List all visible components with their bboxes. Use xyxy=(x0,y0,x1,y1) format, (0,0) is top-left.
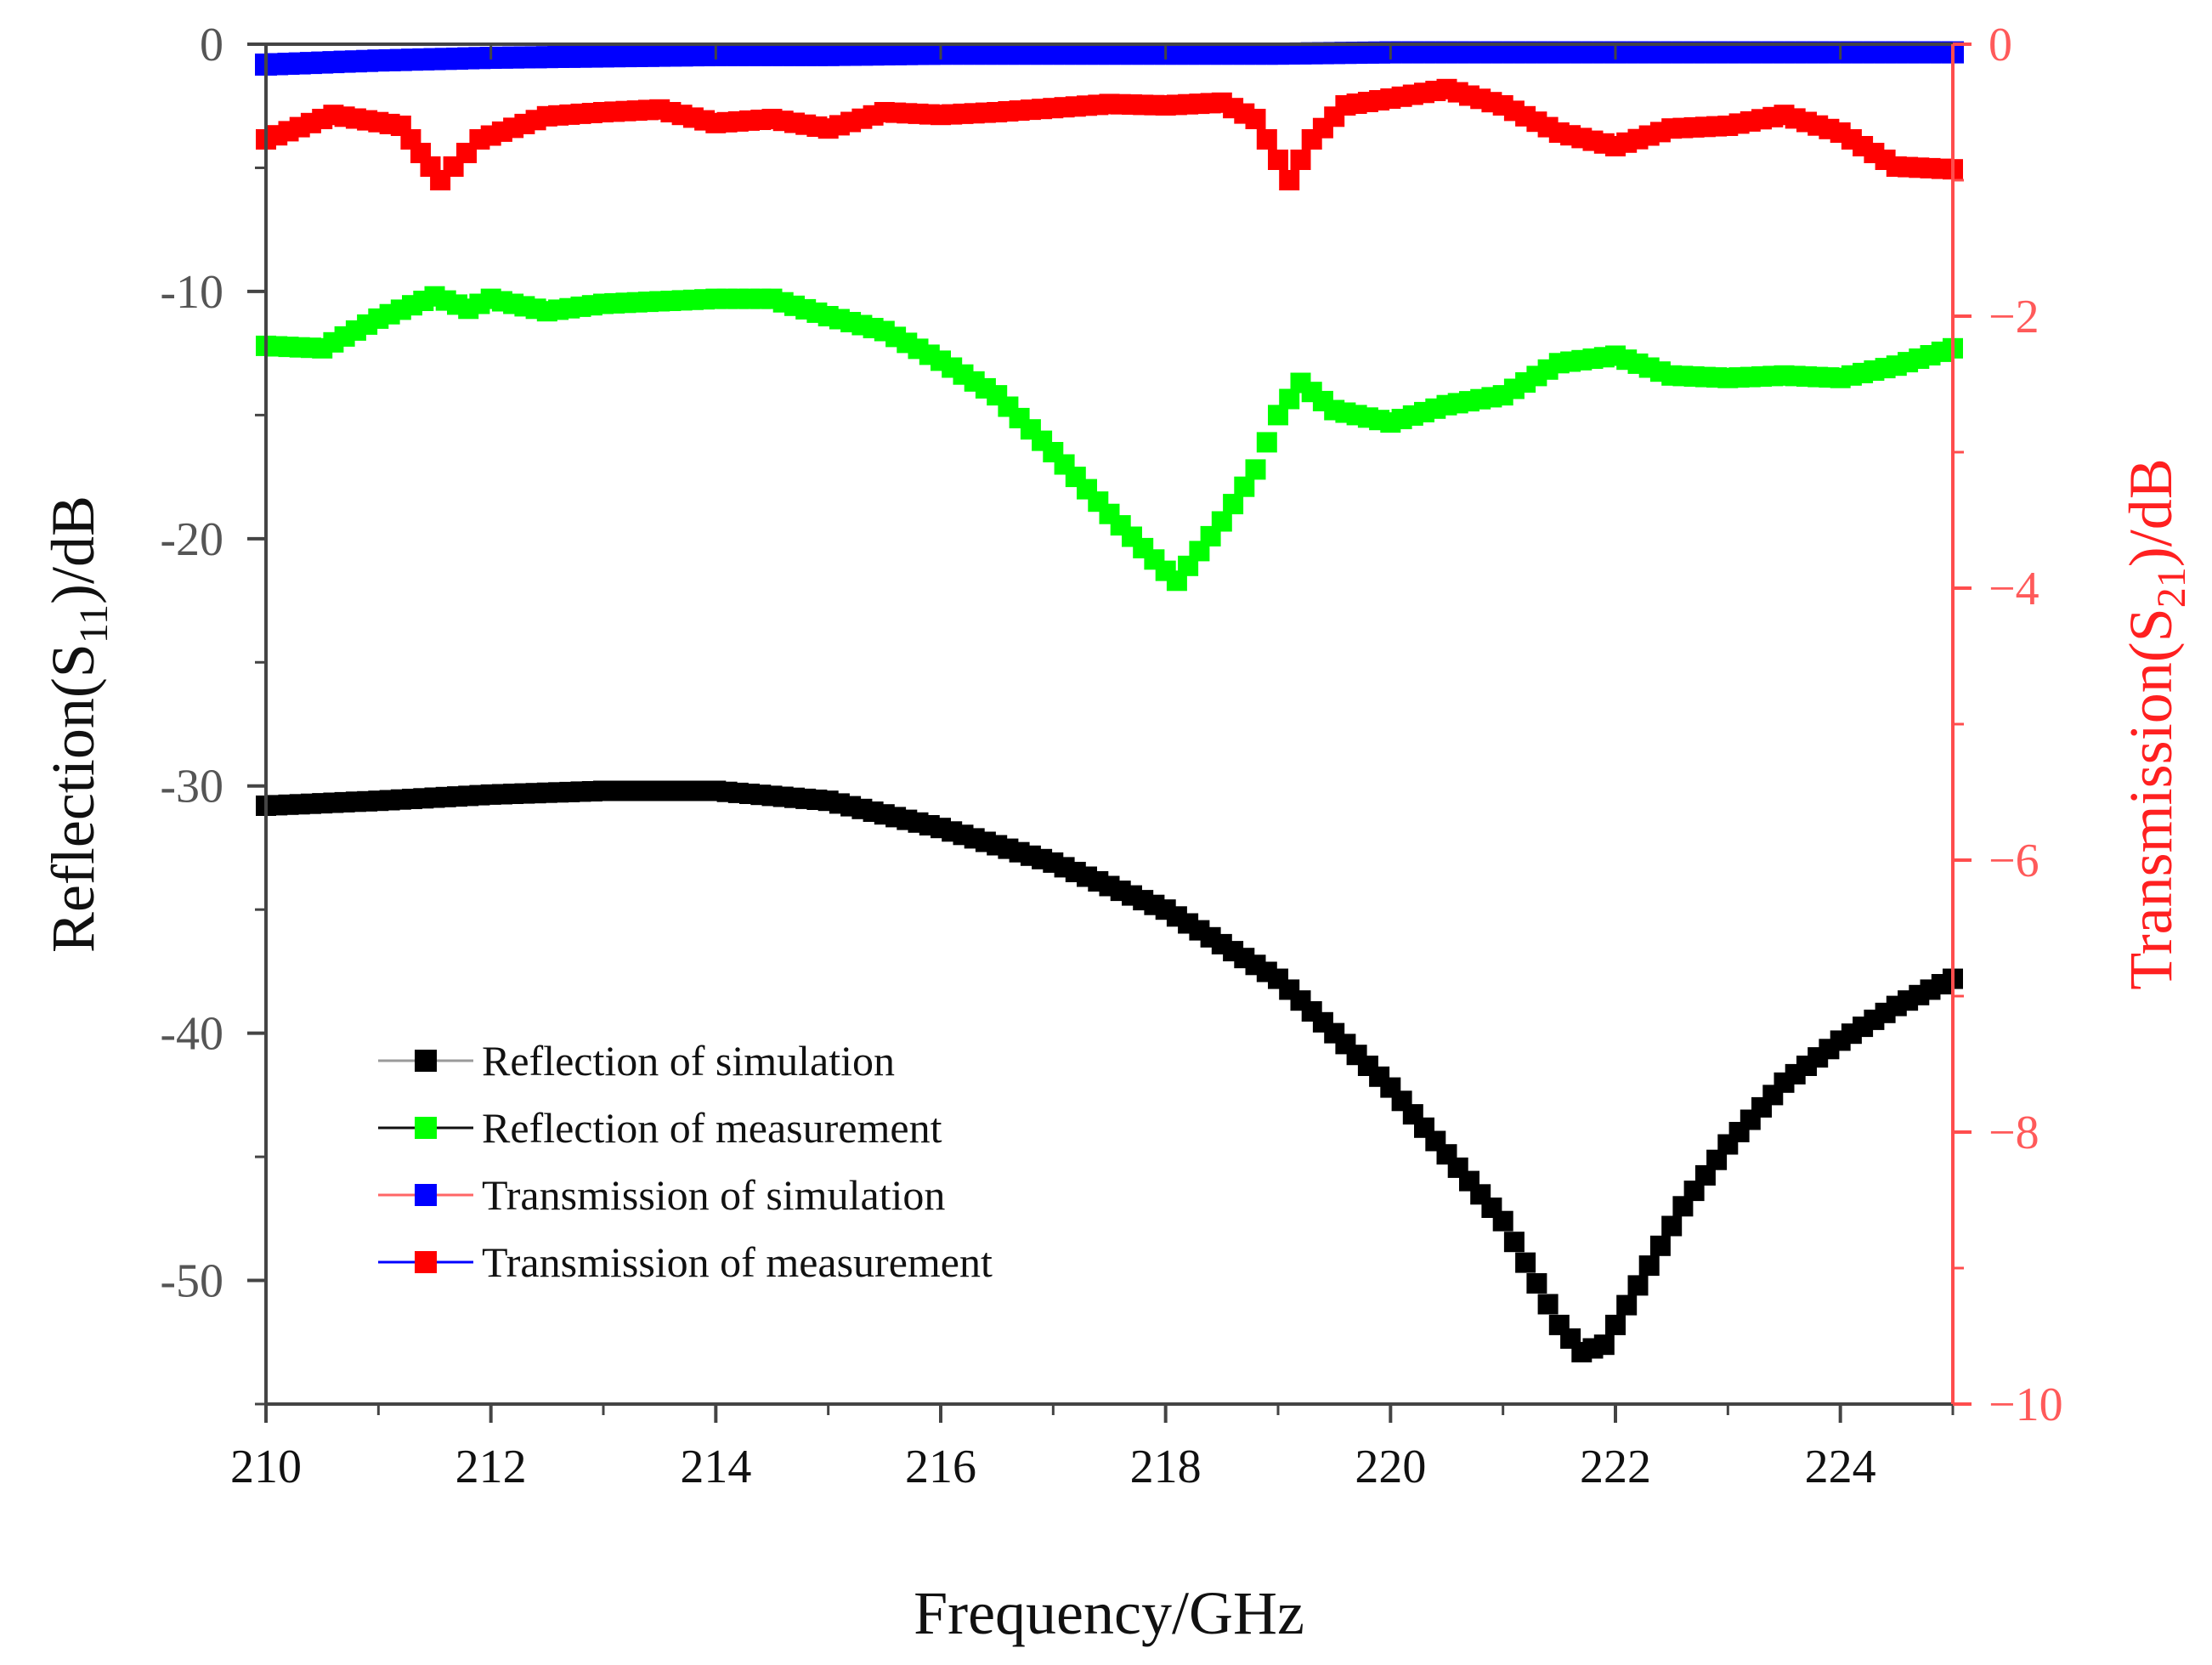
legend-item: Reflection of measurement xyxy=(378,1104,942,1152)
x-tick-label: 220 xyxy=(1355,1441,1426,1493)
data-marker xyxy=(1234,476,1255,497)
y-right-title-suffix: )/dB xyxy=(2117,458,2185,567)
data-marker xyxy=(1661,1215,1683,1237)
y-left-tick-label: -50 xyxy=(160,1255,223,1308)
legend-item: Reflection of simulation xyxy=(378,1037,895,1085)
data-marker xyxy=(1616,1294,1638,1316)
legend-marker xyxy=(415,1050,437,1072)
x-tick-label: 224 xyxy=(1805,1441,1876,1493)
y-right-tick-label: −4 xyxy=(1989,563,2039,615)
data-marker xyxy=(1638,1255,1660,1277)
legend-marker xyxy=(415,1117,437,1139)
y-left-tick-label: 0 xyxy=(200,19,223,71)
data-marker xyxy=(1537,1294,1559,1315)
legend-item: Transmission of simulation xyxy=(378,1171,945,1219)
y-left-tick-label: -30 xyxy=(160,761,223,813)
x-tick-label: 218 xyxy=(1130,1441,1202,1493)
y-axis-title-left: Reflection(S11)/dB xyxy=(39,496,116,953)
series-reflection-of-simulation xyxy=(256,780,1963,1362)
series-transmission-of-measurement xyxy=(256,78,1963,190)
data-marker xyxy=(1649,1235,1671,1256)
y-right-title-prefix: Transmission(S xyxy=(2117,608,2185,989)
legend-label: Transmission of measurement xyxy=(482,1238,993,1286)
data-marker xyxy=(1256,432,1277,453)
y-left-title-sub: 11 xyxy=(71,604,116,643)
x-axis-title: Frequency/GHz xyxy=(914,1579,1304,1647)
legend-item: Transmission of measurement xyxy=(378,1238,993,1286)
x-tick-label: 222 xyxy=(1580,1441,1651,1493)
y-left-title-suffix: )/dB xyxy=(39,496,107,604)
data-marker xyxy=(1526,1273,1547,1294)
data-marker xyxy=(1223,494,1244,515)
y-left-tick-label: -40 xyxy=(160,1008,223,1061)
series-transmission-of-simulation xyxy=(255,41,1964,76)
y-right-tick-label: 0 xyxy=(1989,19,2012,71)
y-right-tick-label: −8 xyxy=(1989,1107,2039,1159)
legend-label: Reflection of simulation xyxy=(482,1037,895,1085)
y-left-tick-label: -20 xyxy=(160,513,223,566)
y-right-tick-label: −2 xyxy=(1989,291,2039,343)
data-marker xyxy=(1605,1314,1626,1335)
data-marker xyxy=(1268,150,1288,170)
data-marker xyxy=(1256,129,1277,150)
data-marker xyxy=(1593,1334,1615,1356)
y-right-tick-label: −10 xyxy=(1989,1379,2063,1431)
legend-marker xyxy=(415,1184,437,1206)
data-marker xyxy=(1279,170,1300,190)
x-tick-label: 212 xyxy=(455,1441,527,1493)
legend-label: Transmission of simulation xyxy=(482,1171,945,1219)
legend: Reflection of simulation Reflection of me… xyxy=(378,1037,993,1286)
data-marker xyxy=(1627,1275,1649,1296)
ticks: 210 212 214 216 218 220 222 224 0 -10 -20 -30 -40 -50… xyxy=(160,19,2062,1493)
legend-label: Reflection of measurement xyxy=(482,1104,942,1152)
y-left-title-prefix: Reflection(S xyxy=(39,643,107,953)
y-right-tick-label: −6 xyxy=(1989,835,2039,887)
data-marker xyxy=(1245,459,1266,480)
y-right-title-sub: 21 xyxy=(2149,567,2194,608)
x-tick-label: 216 xyxy=(905,1441,976,1493)
series-reflection-of-measurement xyxy=(256,286,1963,592)
x-tick-label: 214 xyxy=(680,1441,751,1493)
y-axis-title-right: Transmission(S21)/dB xyxy=(2117,458,2194,990)
data-marker xyxy=(1492,1210,1513,1232)
data-marker xyxy=(1211,511,1232,532)
x-tick-label: 210 xyxy=(230,1441,302,1493)
legend-marker xyxy=(415,1251,437,1273)
data-marker xyxy=(1290,150,1311,170)
data-marker xyxy=(1503,1232,1525,1253)
data-marker xyxy=(1515,1252,1536,1273)
y-left-tick-label: -10 xyxy=(160,266,223,319)
plot-series xyxy=(255,41,1964,1362)
data-marker xyxy=(1245,109,1266,129)
